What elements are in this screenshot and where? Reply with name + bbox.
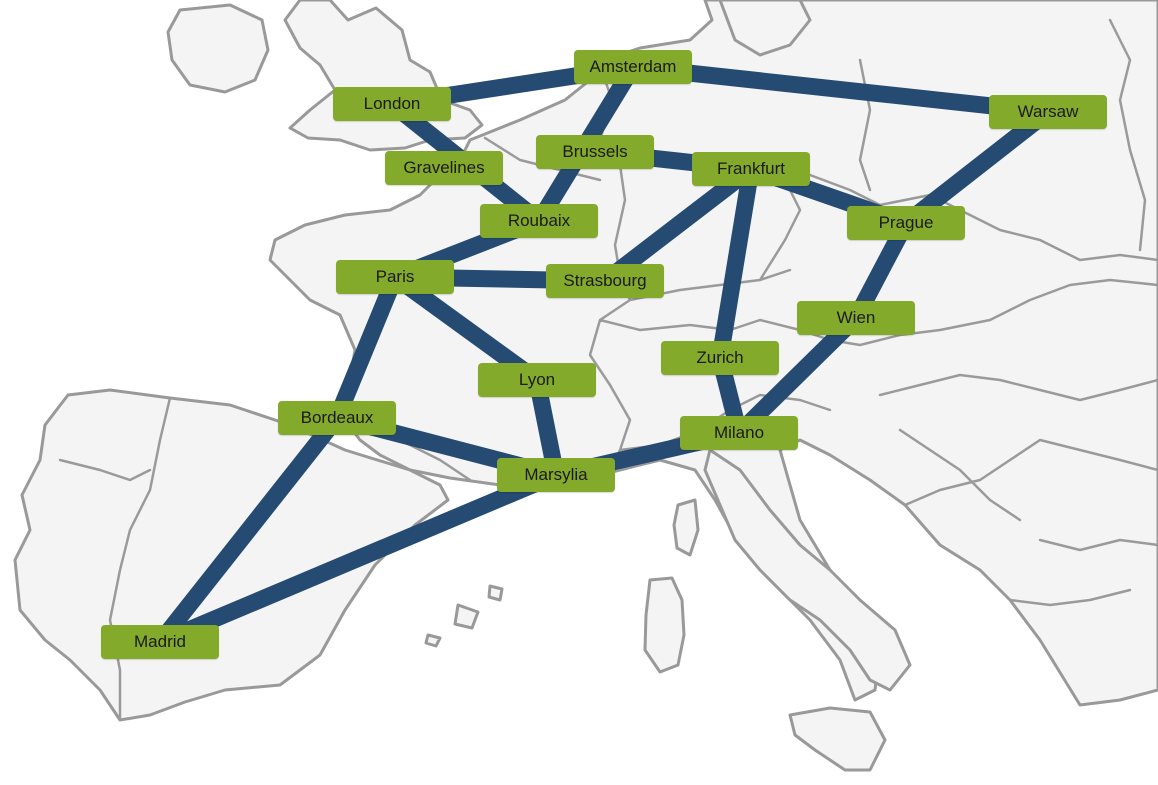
city-node-milano[interactable]: Milano [680,416,798,450]
city-node-paris[interactable]: Paris [336,260,454,294]
link-bordeaux-madrid [153,412,344,648]
city-node-gravelines[interactable]: Gravelines [385,151,503,185]
link-paris-lyon [390,270,542,387]
city-node-bordeaux[interactable]: Bordeaux [278,401,396,435]
city-node-frankfurt[interactable]: Frankfurt [692,152,810,186]
city-node-london[interactable]: London [333,87,451,121]
link-paris-bordeaux [329,273,403,422]
link-marsylia-madrid [156,467,560,650]
link-strasbourg-frankfurt [599,162,757,288]
city-node-wien[interactable]: Wien [797,301,915,335]
great-britain-landmass [283,0,484,152]
denmark-landmass [718,0,812,57]
link-amsterdam-warsaw [632,58,1049,121]
city-node-madrid[interactable]: Madrid [101,625,219,659]
city-node-prague[interactable]: Prague [847,206,965,240]
city-node-roubaix[interactable]: Roubaix [480,204,598,238]
city-node-strasbourg[interactable]: Strasbourg [546,264,664,298]
city-node-zurich[interactable]: Zurich [661,341,779,375]
city-node-warsaw[interactable]: Warsaw [989,95,1107,129]
link-prague-warsaw [900,105,1054,230]
city-node-amsterdam[interactable]: Amsterdam [574,50,692,84]
sardinia-landmass [643,576,686,674]
city-node-lyon[interactable]: Lyon [478,363,596,397]
corsica-landmass [672,498,700,557]
city-node-marsylia[interactable]: Marsylia [497,458,615,492]
sicily-landmass [788,706,887,772]
link-frankfurt-zurich [711,167,760,360]
ireland-landmass [166,3,270,94]
balearic-islands [424,584,504,648]
italy-landmass [703,448,912,692]
city-node-brussels[interactable]: Brussels [536,135,654,169]
link-wien-milano [733,311,862,440]
